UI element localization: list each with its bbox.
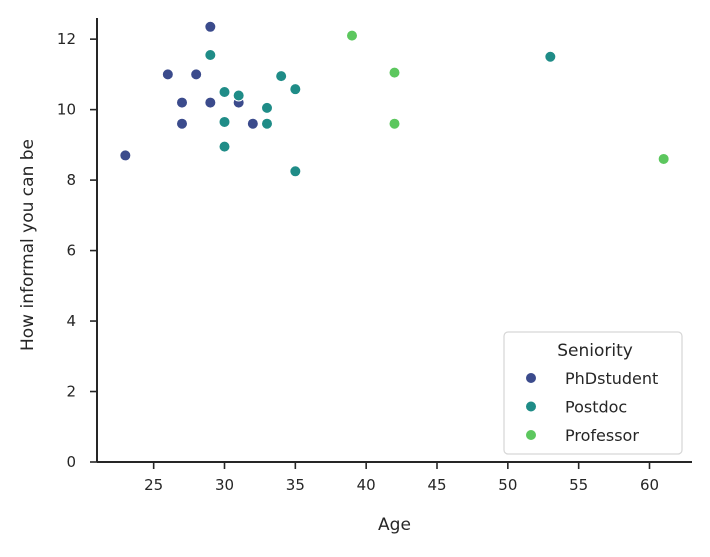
data-point-postdoc [544,50,557,63]
x-tick-label: 60 [640,476,659,494]
data-point-phdstudent [190,68,203,81]
y-tick-label: 2 [66,383,76,401]
axes: 25 30 35 40 45 50 55 60 0 2 4 6 8 10 12 Age How infor… [18,18,692,535]
plot-area [119,20,670,178]
data-point-postdoc [218,115,231,128]
data-point-postdoc [218,140,231,153]
y-tick-label: 0 [66,453,76,471]
x-tick-label: 50 [498,476,517,494]
x-tick-label: 25 [144,476,163,494]
legend-marker-phdstudent [525,372,537,384]
data-point-postdoc [261,101,273,114]
legend-title: Seniority [557,341,633,361]
legend-label-postdoc: Postdoc [565,398,627,417]
y-axis-title: How informal you can be [18,139,38,351]
legend-label-phdstudent: PhDstudent [565,369,658,388]
x-tick-label: 40 [357,476,376,494]
legend-frame [503,331,683,455]
x-tick-label: 45 [427,476,446,494]
data-point-professor [657,152,670,165]
data-point-postdoc [289,165,302,178]
data-point-phdstudent [246,117,259,130]
y-tick-label: 8 [66,171,76,189]
data-point-phdstudent [161,68,174,81]
y-tick-label: 10 [57,101,76,119]
data-point-phdstudent [119,149,132,162]
data-point-postdoc [289,83,302,96]
data-point-postdoc [204,49,217,61]
data-point-phdstudent [176,96,188,109]
data-point-phdstudent [204,20,217,33]
data-point-phdstudent [176,117,188,130]
legend-entries: PhDstudent Postdoc Professor [525,369,658,445]
legend-marker-professor [525,429,537,441]
legend-label-professor: Professor [565,426,639,445]
y-tick-label: 12 [57,30,76,48]
data-point-postdoc [218,86,231,98]
x-tick-label: 35 [286,476,305,494]
legend-marker-postdoc [525,400,537,413]
data-point-postdoc [232,89,245,102]
x-axis-title: Age [378,515,411,535]
data-point-postdoc [275,70,288,83]
data-point-professor [388,66,401,79]
y-tick-label: 4 [66,312,76,330]
data-point-professor [388,117,401,130]
y-axis-ticks: 0 2 4 6 8 10 12 [57,30,97,471]
x-axis-ticks: 25 30 35 40 45 50 55 60 [144,462,659,494]
legend: Seniority PhDstudent Postdoc Professor [503,331,683,455]
x-tick-label: 30 [215,476,234,494]
y-tick-label: 6 [66,242,76,260]
x-tick-label: 55 [569,476,588,494]
data-point-professor [346,29,358,42]
data-point-phdstudent [204,96,217,109]
data-point-postdoc [261,117,273,130]
